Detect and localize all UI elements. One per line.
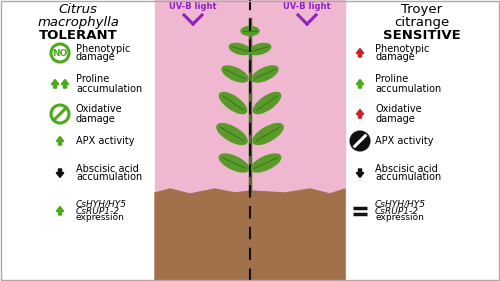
Text: accumulation: accumulation xyxy=(76,83,142,94)
Text: APX activity: APX activity xyxy=(375,136,434,146)
Text: SENSITIVE: SENSITIVE xyxy=(383,29,461,42)
Text: Oxidative: Oxidative xyxy=(375,105,422,114)
FancyArrow shape xyxy=(56,169,64,178)
FancyArrow shape xyxy=(51,80,59,88)
Text: CsHYH/HY5: CsHYH/HY5 xyxy=(375,200,426,209)
Text: Oxidative: Oxidative xyxy=(76,105,122,114)
Text: Proline: Proline xyxy=(76,74,109,85)
Ellipse shape xyxy=(230,43,250,55)
Text: UV-B light: UV-B light xyxy=(283,2,331,11)
Ellipse shape xyxy=(254,92,280,114)
Text: damage: damage xyxy=(375,53,415,62)
Ellipse shape xyxy=(220,92,246,114)
Text: macrophylla: macrophylla xyxy=(37,16,119,29)
Text: citrange: citrange xyxy=(394,16,450,29)
Text: accumulation: accumulation xyxy=(76,173,142,182)
Text: Phenotypic: Phenotypic xyxy=(375,44,430,53)
Text: damage: damage xyxy=(76,53,116,62)
Ellipse shape xyxy=(222,66,248,82)
Ellipse shape xyxy=(253,124,283,144)
Ellipse shape xyxy=(217,124,247,144)
Bar xyxy=(155,0,345,281)
FancyArrow shape xyxy=(56,137,64,145)
Text: NO: NO xyxy=(52,49,68,58)
Polygon shape xyxy=(155,189,345,281)
Text: TOLERANT: TOLERANT xyxy=(38,29,117,42)
Ellipse shape xyxy=(251,154,281,172)
Text: accumulation: accumulation xyxy=(375,173,442,182)
Text: Abscisic acid: Abscisic acid xyxy=(76,164,139,173)
Text: CsRUP1-2: CsRUP1-2 xyxy=(76,207,120,216)
Text: CsRUP1-2: CsRUP1-2 xyxy=(375,207,419,216)
Ellipse shape xyxy=(252,66,278,82)
Text: CsHYH/HY5: CsHYH/HY5 xyxy=(76,200,127,209)
FancyArrow shape xyxy=(356,110,364,118)
Text: expression: expression xyxy=(76,214,125,223)
FancyArrow shape xyxy=(356,80,364,88)
Text: Abscisic acid: Abscisic acid xyxy=(375,164,438,173)
FancyArrow shape xyxy=(56,207,64,215)
Text: APX activity: APX activity xyxy=(76,136,134,146)
Ellipse shape xyxy=(250,43,270,55)
Text: damage: damage xyxy=(76,114,116,124)
Circle shape xyxy=(351,132,369,150)
Text: expression: expression xyxy=(375,214,424,223)
Text: accumulation: accumulation xyxy=(375,83,442,94)
FancyArrow shape xyxy=(356,169,364,178)
Text: Phenotypic: Phenotypic xyxy=(76,44,130,53)
Ellipse shape xyxy=(219,154,249,172)
FancyArrow shape xyxy=(356,49,364,57)
Text: Troyer: Troyer xyxy=(402,3,442,16)
FancyArrow shape xyxy=(61,80,69,88)
Ellipse shape xyxy=(241,26,259,35)
Text: damage: damage xyxy=(375,114,415,124)
Text: UV-B light: UV-B light xyxy=(169,2,217,11)
Text: Citrus: Citrus xyxy=(58,3,98,16)
Text: Proline: Proline xyxy=(375,74,408,85)
